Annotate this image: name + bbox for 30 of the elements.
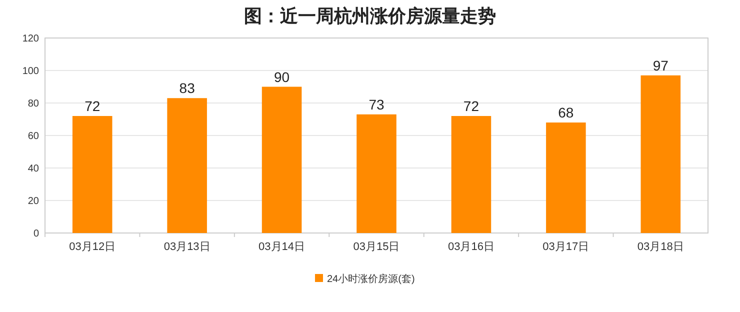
data-label: 83: [179, 80, 196, 96]
legend-label: 24小时涨价房源(套): [327, 273, 415, 285]
data-label: 72: [463, 98, 480, 114]
x-tick-label: 03月18日: [637, 241, 684, 253]
x-tick-label: 03月15日: [353, 241, 400, 253]
bar: [167, 98, 207, 233]
x-tick-label: 03月12日: [69, 241, 116, 253]
y-tick-label: 120: [22, 34, 40, 44]
data-label: 73: [368, 96, 384, 112]
bar: [546, 122, 586, 233]
bar: [356, 114, 396, 233]
x-tick-label: 03月13日: [164, 241, 210, 253]
data-label: 90: [274, 68, 290, 85]
y-tick-label: 0: [33, 228, 40, 240]
y-tick-label: 40: [28, 164, 40, 174]
chart-title: 图：近一周杭州涨价房源量走势: [244, 6, 496, 26]
data-label: 68: [558, 104, 574, 120]
y-tick-label: 80: [28, 98, 40, 110]
bar: [72, 116, 112, 233]
bar: [640, 75, 681, 233]
data-label: 97: [652, 57, 669, 74]
bar: [262, 86, 302, 233]
x-tick-label: 03月16日: [448, 241, 494, 253]
bar: [451, 116, 492, 233]
y-tick-label: 100: [22, 66, 40, 77]
x-tick-label: 03月17日: [542, 241, 590, 253]
x-tick-label: 03月14日: [258, 241, 306, 253]
y-tick-label: 60: [28, 131, 40, 142]
y-tick-label: 20: [28, 196, 40, 207]
data-label: 72: [84, 98, 100, 114]
